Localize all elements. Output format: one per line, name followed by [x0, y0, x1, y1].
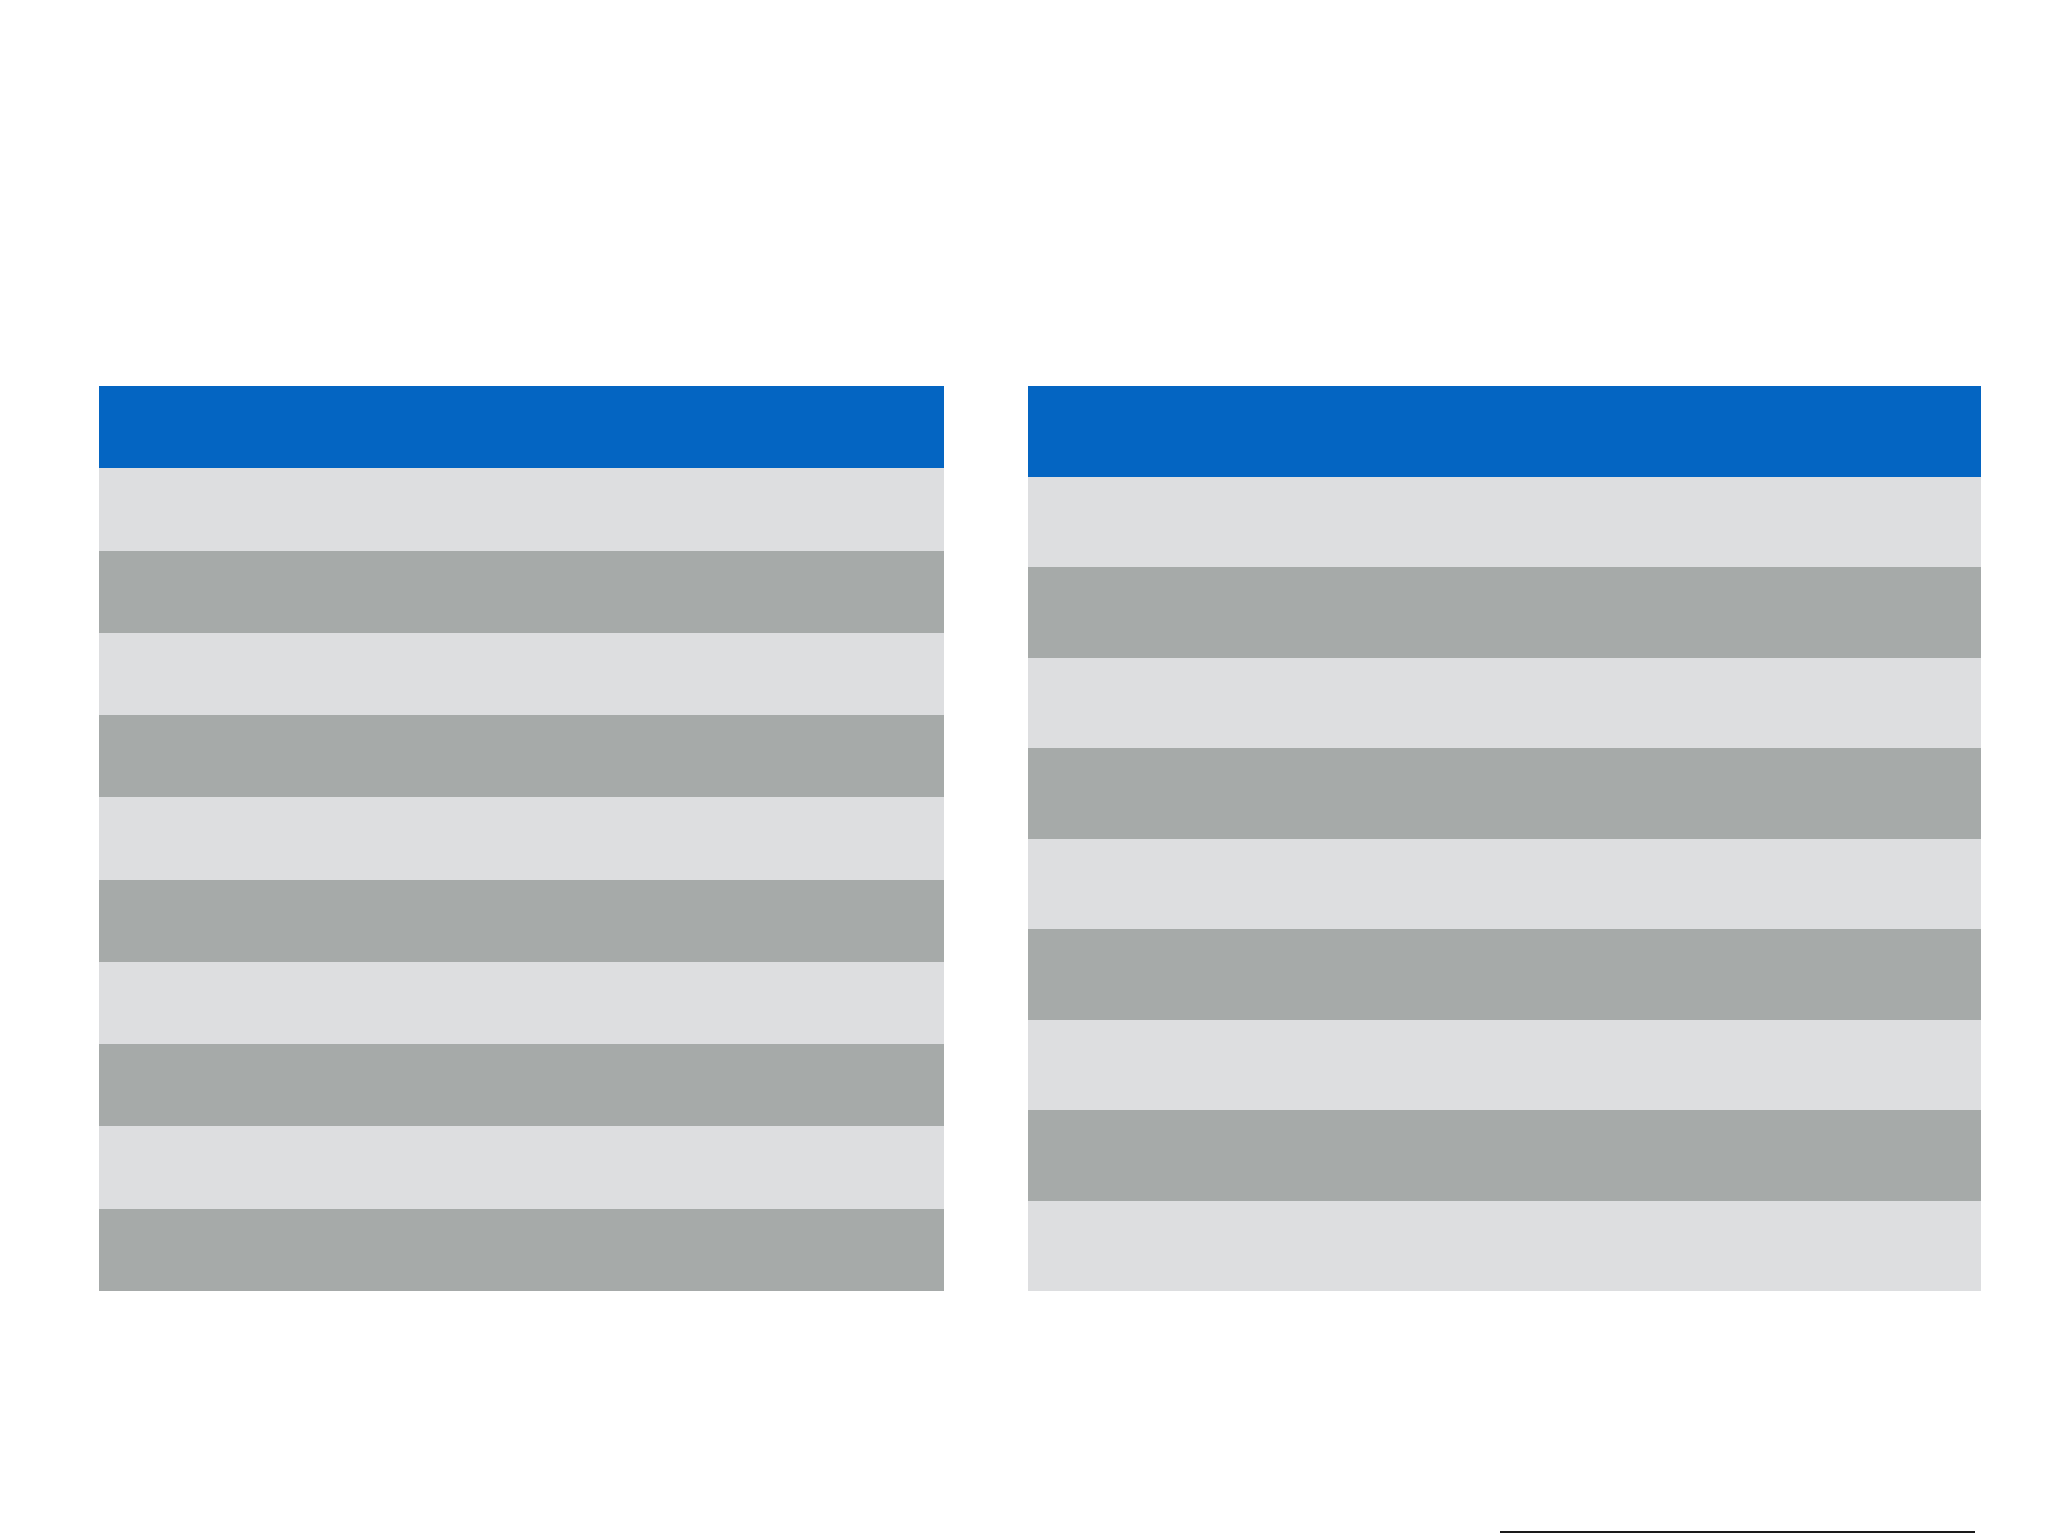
right-table-row [1028, 657, 1981, 748]
left-table-header [99, 386, 944, 469]
right-table-row [1028, 1200, 1981, 1291]
right-table-row [1028, 476, 1981, 567]
left-table-row [99, 632, 944, 716]
left-table-row [99, 715, 944, 798]
left-table-row [99, 468, 944, 551]
left-table-row [99, 879, 944, 962]
right-table-row [1028, 929, 1981, 1020]
right-table-row [1028, 567, 1981, 658]
left-table [99, 386, 944, 1291]
right-table-row [1028, 838, 1981, 929]
left-table-row [99, 1208, 944, 1291]
right-table [1028, 386, 1981, 1291]
right-table-header [1028, 386, 1981, 477]
left-table-row [99, 961, 944, 1045]
footer-rule [1500, 1531, 1975, 1533]
right-table-row [1028, 1110, 1981, 1201]
right-table-row [1028, 1019, 1981, 1110]
right-table-row [1028, 748, 1981, 839]
left-table-row [99, 1126, 944, 1209]
left-table-row [99, 797, 944, 880]
left-table-row [99, 1044, 944, 1127]
left-table-row [99, 550, 944, 633]
